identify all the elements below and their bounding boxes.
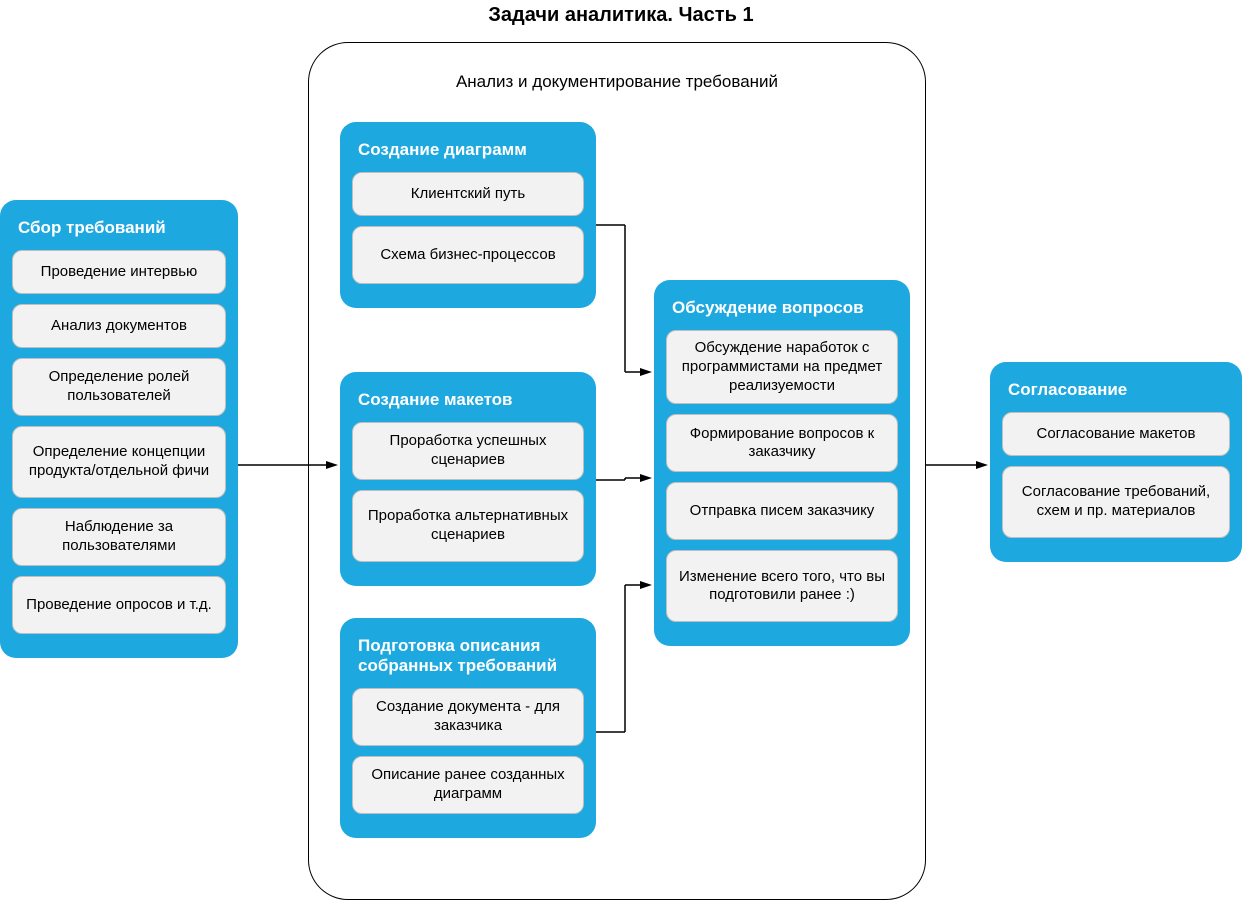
group-title: Согласование	[1008, 380, 1226, 400]
task-item: Проработка успешных сценариев	[352, 422, 584, 480]
group-title: Сбор требований	[18, 218, 222, 238]
task-item: Проведение опросов и т.д.	[12, 576, 226, 634]
analysis-container-label: Анализ и документирование требований	[308, 72, 926, 92]
group-title: Обсуждение вопросов	[672, 298, 894, 318]
group-title: Создание диаграмм	[358, 140, 580, 160]
group-title: Подготовка описания собранных требований	[358, 636, 580, 676]
group-requirements-gathering: Сбор требований Проведение интервью Анали…	[0, 200, 238, 658]
task-item: Наблюдение за пользователями	[12, 508, 226, 566]
task-item: Клиентский путь	[352, 172, 584, 216]
group-create-diagrams: Создание диаграмм Клиентский путь Схема б…	[340, 122, 596, 308]
group-prepare-description: Подготовка описания собранных требований…	[340, 618, 596, 838]
task-item: Создание документа - для заказчика	[352, 688, 584, 746]
task-item: Обсуждение наработок с программистами на…	[666, 330, 898, 404]
group-discuss-questions: Обсуждение вопросов Обсуждение наработок…	[654, 280, 910, 646]
task-item: Согласование макетов	[1002, 412, 1230, 456]
task-item: Отправка писем заказчику	[666, 482, 898, 540]
task-item: Анализ документов	[12, 304, 226, 348]
task-item: Формирование вопросов к заказчику	[666, 414, 898, 472]
task-item: Изменение всего того, что вы подготовили…	[666, 550, 898, 622]
task-item: Схема бизнес-процессов	[352, 226, 584, 284]
page-title: Задачи аналитика. Часть 1	[0, 4, 1242, 27]
group-create-mockups: Создание макетов Проработка успешных сце…	[340, 372, 596, 586]
group-approval: Согласование Согласование макетов Согласо…	[990, 362, 1242, 562]
task-item: Согласование требований, схем и пр. мате…	[1002, 466, 1230, 538]
task-item: Определение ролей пользователей	[12, 358, 226, 416]
task-item: Проведение интервью	[12, 250, 226, 294]
task-item: Определение концепции продукта/отдельной…	[12, 426, 226, 498]
task-item: Проработка альтернативных сценариев	[352, 490, 584, 562]
task-item: Описание ранее созданных диаграмм	[352, 756, 584, 814]
group-title: Создание макетов	[358, 390, 580, 410]
